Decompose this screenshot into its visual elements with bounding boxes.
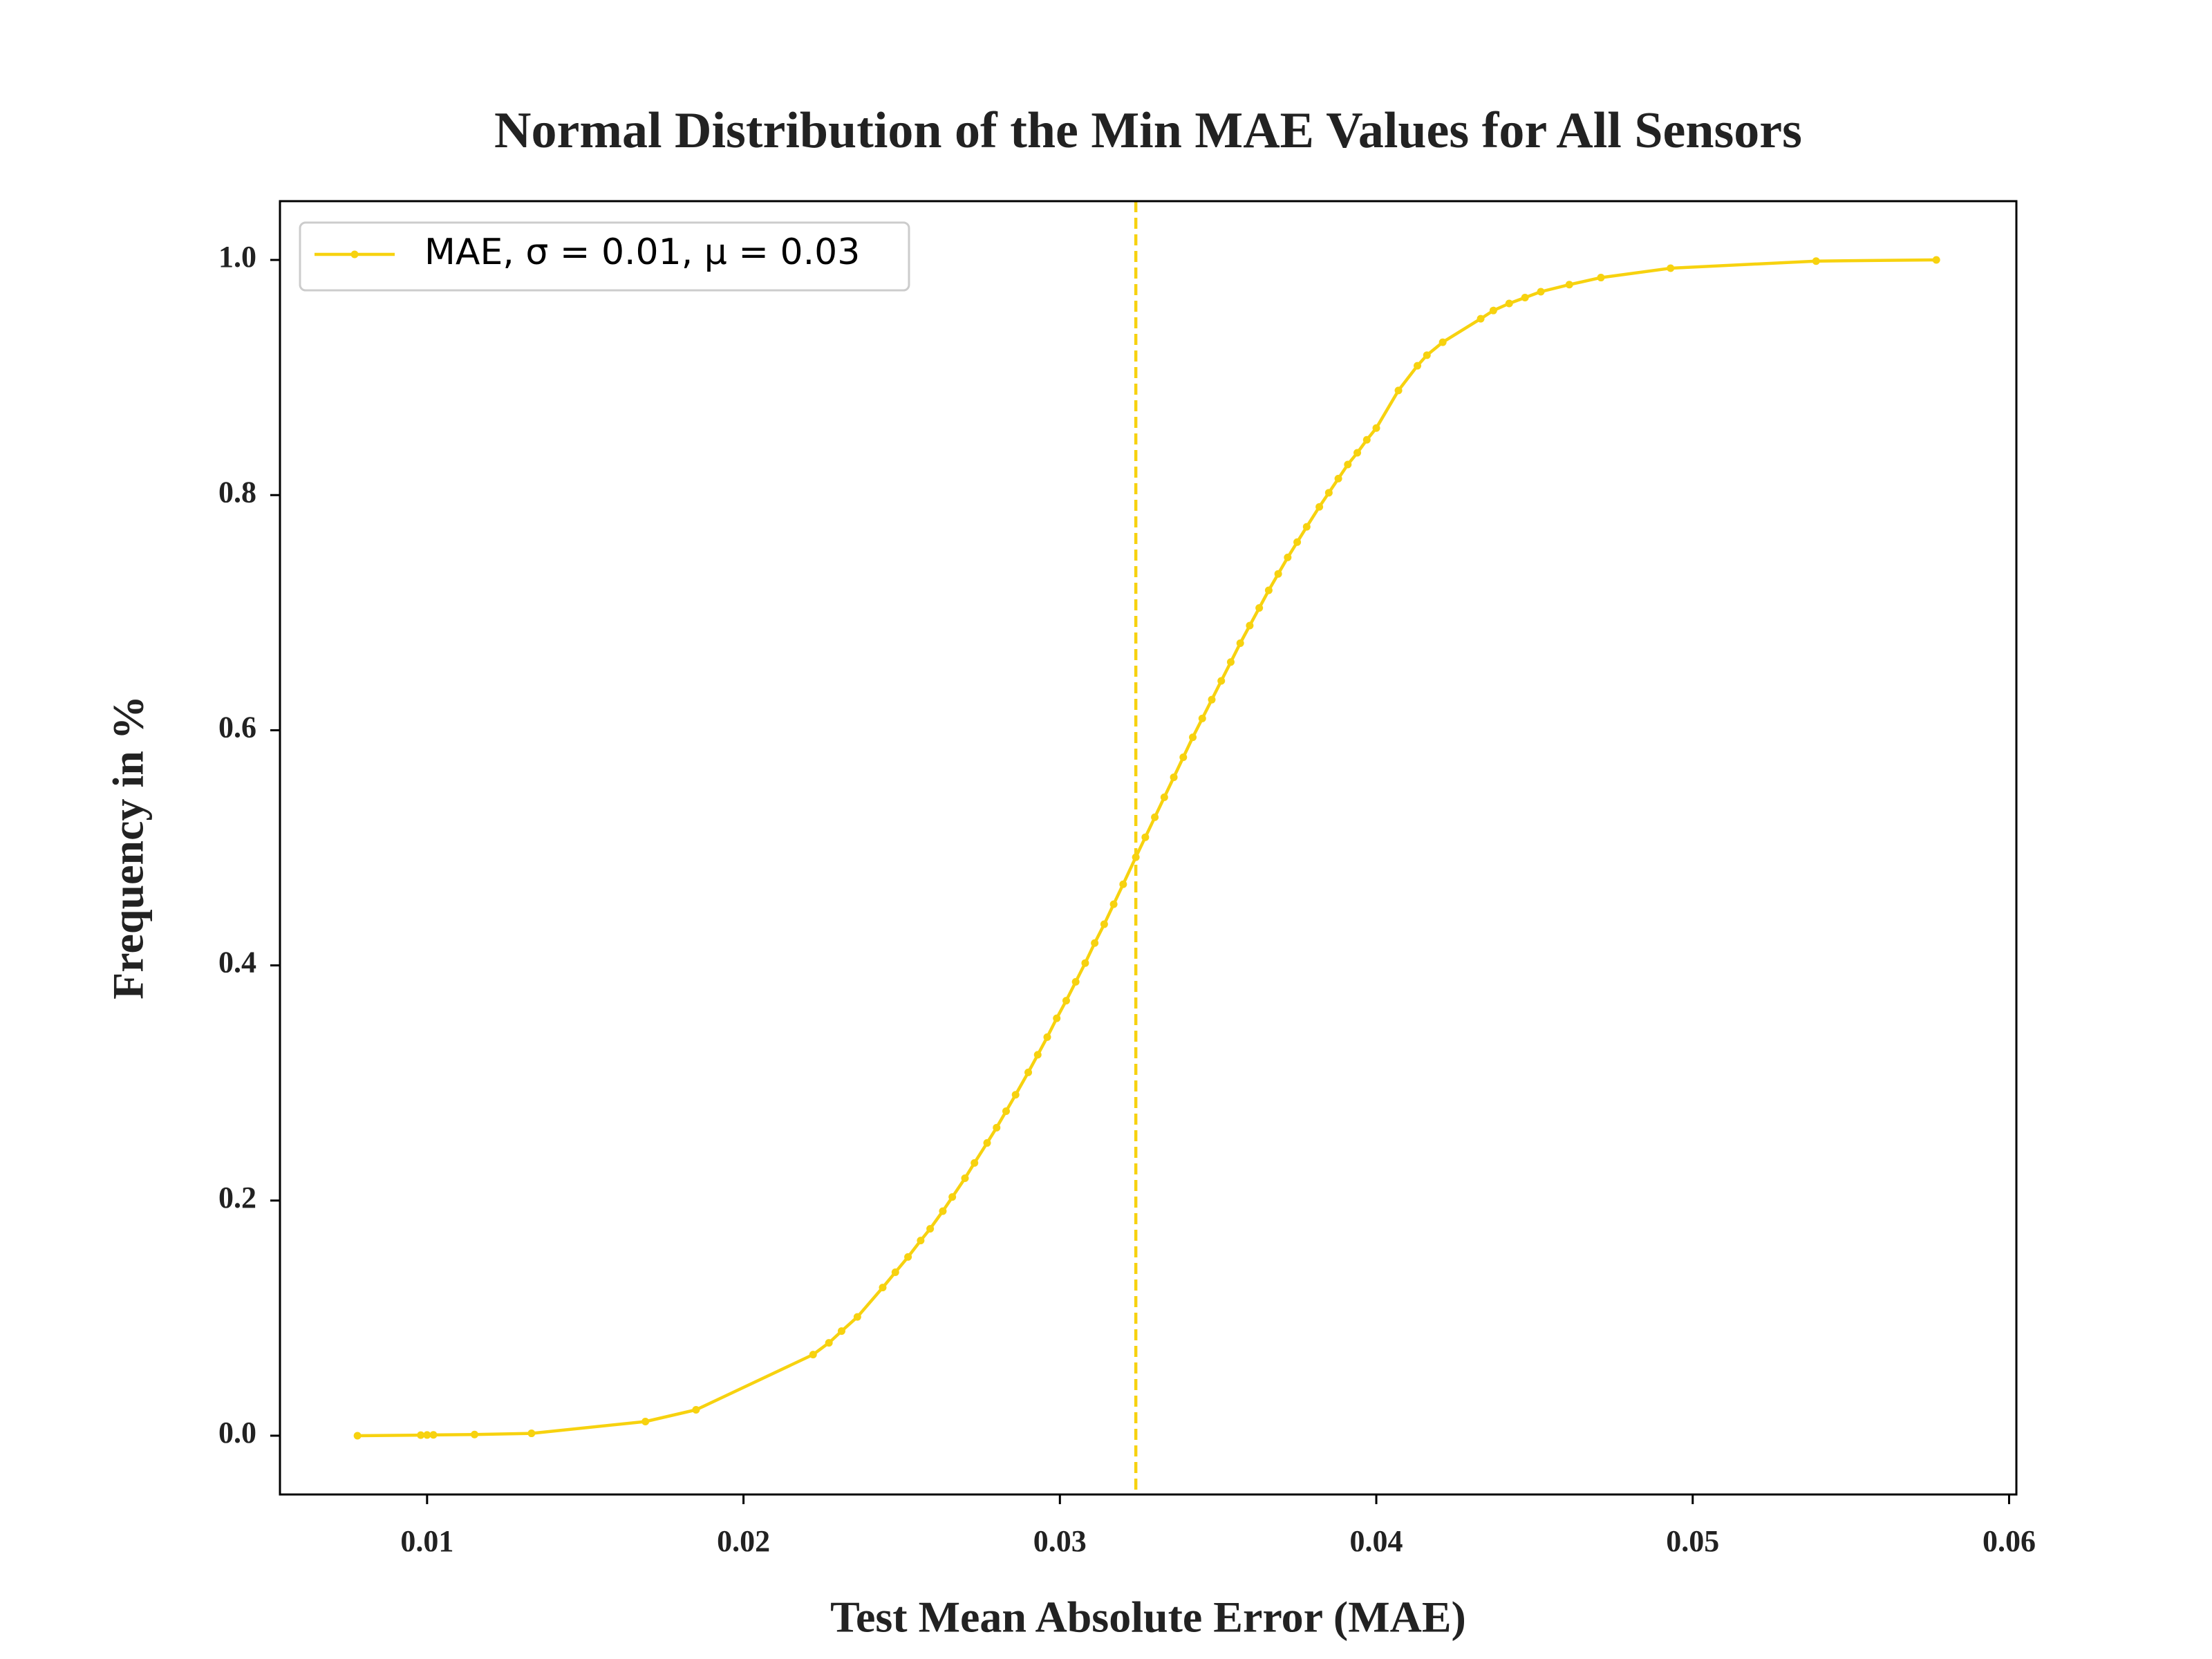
data-point	[1170, 773, 1178, 781]
data-point	[1477, 315, 1485, 323]
x-tick-label: 0.03	[1033, 1524, 1087, 1558]
data-point	[837, 1327, 845, 1335]
data-point	[1293, 538, 1302, 546]
y-tick-label: 0.0	[218, 1416, 256, 1450]
data-point	[471, 1430, 479, 1438]
data-point	[853, 1313, 861, 1321]
data-point	[939, 1207, 947, 1215]
data-point	[1217, 677, 1226, 685]
data-point	[1189, 733, 1197, 742]
data-point	[641, 1418, 650, 1426]
data-point	[1043, 1033, 1051, 1041]
data-point	[527, 1430, 536, 1438]
data-point	[1141, 833, 1150, 841]
data-point	[891, 1268, 899, 1277]
data-point	[917, 1237, 925, 1245]
x-tick-label: 0.06	[1983, 1524, 2036, 1558]
x-tick-label: 0.02	[717, 1524, 770, 1558]
axes-frame	[279, 200, 2018, 1496]
y-tick-label: 0.2	[218, 1181, 256, 1215]
data-point	[1033, 1051, 1042, 1059]
data-point	[1002, 1107, 1010, 1116]
data-line	[357, 258, 1937, 1438]
data-point	[1537, 288, 1545, 296]
y-tick-label: 0.8	[218, 475, 256, 509]
data-point	[1264, 586, 1273, 594]
data-point	[879, 1284, 887, 1292]
data-point	[1091, 939, 1099, 947]
data-point	[1812, 257, 1820, 265]
data-point	[1071, 977, 1080, 986]
data-point	[1362, 435, 1371, 444]
data-point	[1505, 299, 1513, 308]
data-point	[1284, 553, 1292, 561]
chart-title: Normal Distribution of the Min MAE Value…	[494, 102, 1802, 159]
x-tick-label: 0.01	[400, 1524, 453, 1558]
data-point	[1011, 1091, 1020, 1099]
data-point	[948, 1193, 957, 1201]
y-tick-label: 0.6	[218, 711, 256, 744]
data-point	[429, 1431, 438, 1439]
data-point	[983, 1138, 991, 1147]
data-point	[1053, 1014, 1061, 1022]
data-point	[825, 1339, 833, 1347]
data-point	[1334, 474, 1342, 482]
data-point	[1151, 813, 1159, 821]
data-point	[1597, 274, 1605, 282]
y-tick-label: 1.0	[218, 240, 256, 274]
data-point	[1414, 362, 1422, 370]
data-point	[1394, 386, 1403, 395]
data-point	[1372, 424, 1380, 432]
data-point	[926, 1225, 935, 1233]
data-point	[1344, 460, 1352, 469]
y-tick-label: 0.4	[218, 946, 256, 980]
data-point	[423, 1431, 431, 1439]
data-point	[1521, 293, 1529, 301]
data-point	[1109, 900, 1118, 908]
data-point	[1236, 639, 1244, 648]
x-axis-label: Test Mean Absolute Error (MAE)	[830, 1593, 1466, 1642]
data-point	[1423, 351, 1431, 359]
data-point	[1353, 449, 1362, 457]
data-point	[1062, 997, 1070, 1005]
data-point	[353, 1432, 362, 1440]
data-point	[1315, 503, 1324, 511]
data-point	[1198, 714, 1206, 722]
data-point	[1302, 523, 1311, 531]
data-point	[993, 1123, 1001, 1132]
data-point	[1489, 306, 1497, 315]
data-point	[1932, 256, 1940, 264]
data-point	[904, 1253, 912, 1261]
data-point	[1208, 695, 1216, 704]
legend-box	[299, 221, 910, 292]
data-point	[1274, 570, 1282, 578]
data-point	[1226, 658, 1235, 666]
x-tick-label: 0.05	[1666, 1524, 1719, 1558]
data-point	[1438, 338, 1447, 346]
data-point	[1324, 489, 1333, 497]
data-point	[1255, 604, 1264, 612]
data-point	[961, 1174, 969, 1182]
legend-label: MAE, σ = 0.01, μ = 0.03	[424, 232, 860, 273]
x-tick-label: 0.04	[1350, 1524, 1403, 1558]
data-point	[1565, 281, 1573, 289]
y-axis-label: Frequency in %	[104, 695, 153, 1000]
legend-marker	[350, 250, 359, 259]
data-point	[1081, 959, 1089, 967]
data-point	[1246, 621, 1254, 630]
data-point	[809, 1351, 817, 1359]
data-point	[1100, 920, 1108, 928]
data-point	[1160, 793, 1168, 801]
data-point	[971, 1159, 979, 1167]
data-point	[1667, 264, 1675, 272]
data-point	[1024, 1068, 1033, 1076]
data-point	[417, 1431, 425, 1439]
data-point	[1119, 880, 1127, 888]
data-point	[692, 1406, 700, 1414]
data-point	[1179, 753, 1188, 762]
